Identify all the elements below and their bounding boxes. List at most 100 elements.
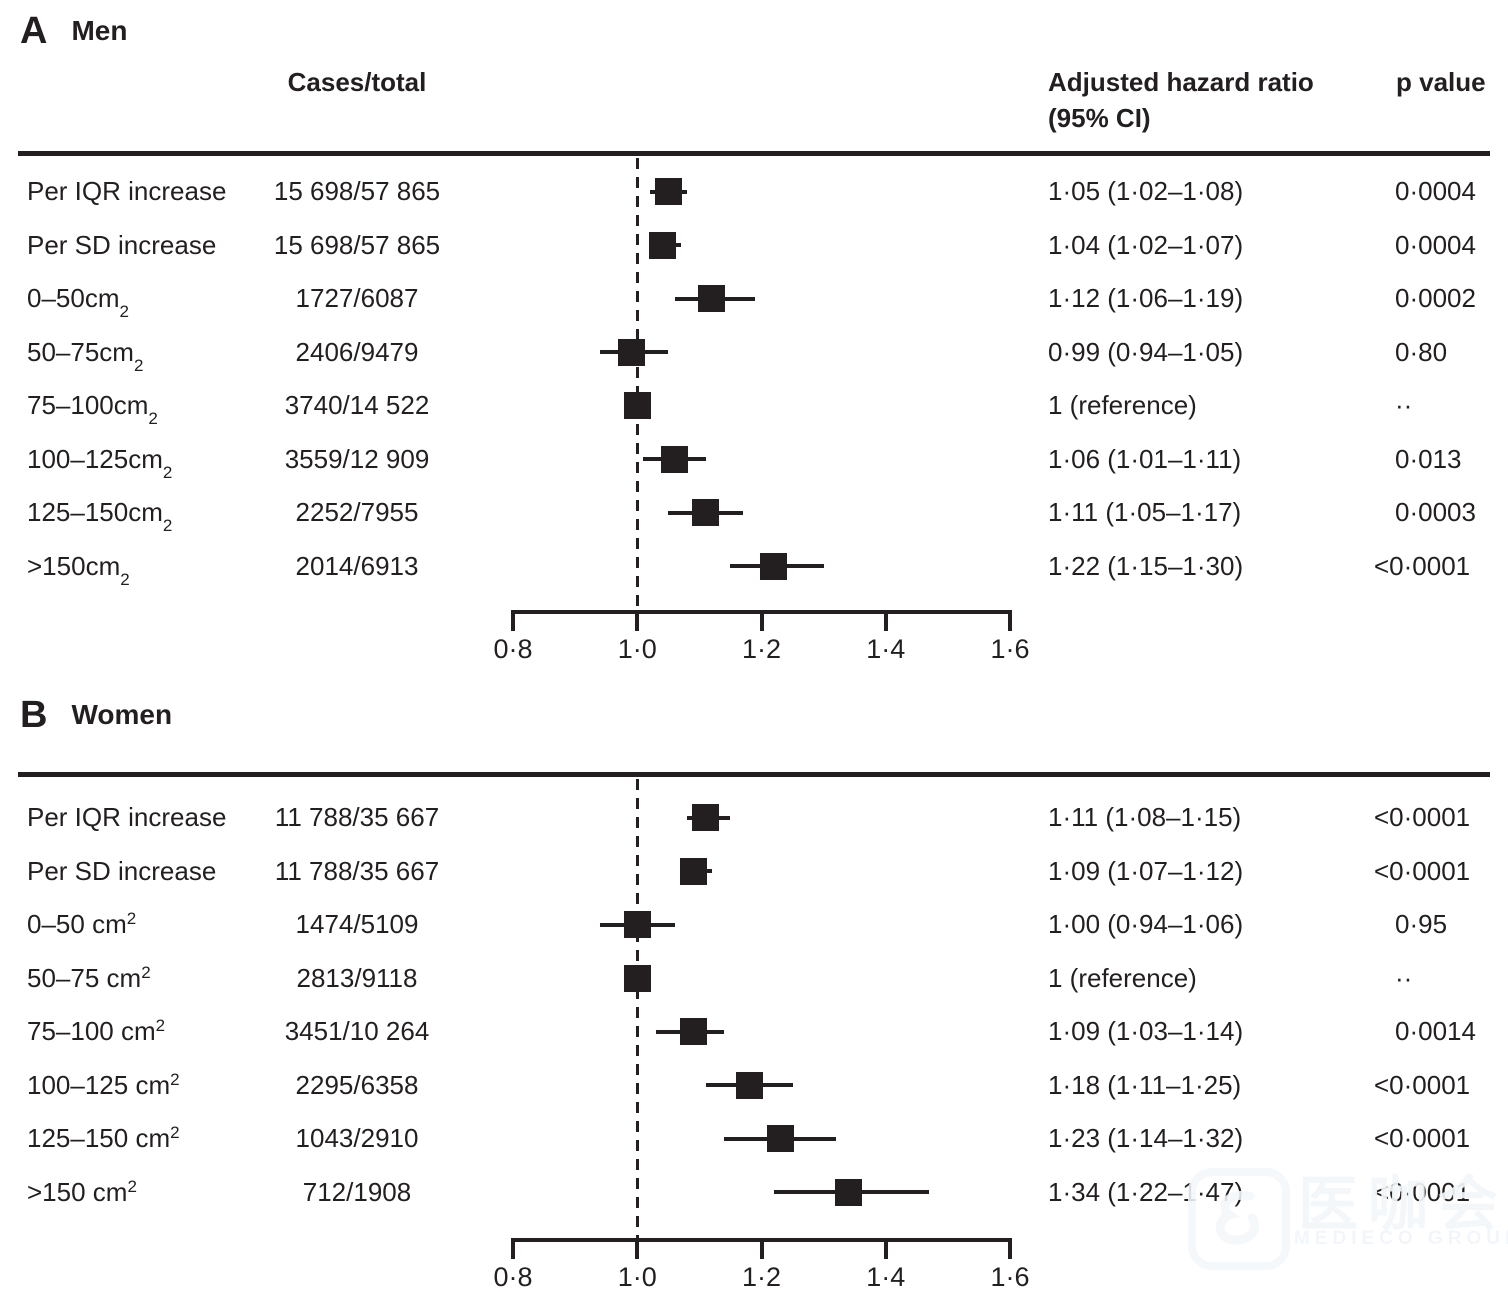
row-cases-total: 11 788/35 667 [274,855,440,886]
row-label: 75–100cm2 [27,390,158,428]
point-estimate-marker [679,1018,707,1046]
row-p-value: <0·0001 [1374,1069,1471,1100]
row-label: Per IQR increase [27,176,227,206]
forest-row: >150 cm2 712/1908 1·34 (1·22–1·47) <0·0001 [0,1166,1508,1220]
point-estimate-marker [654,178,682,206]
axis-tick [1008,1238,1012,1259]
row-label: 50–75cm2 [27,336,144,375]
axis-tick-label: 1·2 [741,1262,782,1292]
row-hazard-ratio: 1·22 (1·15–1·30) [1048,550,1244,581]
row-label: 125–150 cm2 [27,1123,180,1153]
header-rule [18,772,1490,777]
row-cases-total: 2295/6358 [295,1069,419,1100]
panel-men: A Men Cases/total Adjusted hazard ratio (… [0,10,1508,670]
point-estimate-marker [692,499,720,527]
axis-tick-label: 1·0 [617,1262,657,1292]
row-p-value: 0·0014 [1395,1016,1476,1046]
axis-tick-label: 1·2 [741,634,782,664]
row-cases-total: 3559/12 909 [284,443,430,474]
panel-name: Women [71,699,173,730]
row-p-value: 0·0004 [1395,176,1476,206]
forest-row: Per IQR increase 15 698/57 865 1·05 (1·02–… [0,165,1508,219]
row-label: 100–125 cm2 [27,1069,180,1100]
axis-tick [759,610,764,631]
row-label: 125–150cm2 [27,497,173,535]
row-cases-total: 1474/5109 [295,909,419,939]
axis-tick [635,610,640,631]
point-estimate-marker [617,338,645,366]
row-p-value: 0·80 [1395,336,1448,367]
forest-row: 0–50 cm2 1474/5109 1·00 (0·94–1·06) 0·95 [0,898,1508,952]
row-cases-total: 3740/14 522 [284,390,430,420]
row-hazard-ratio: 1·09 (1·07–1·12) [1048,855,1244,886]
axis-tick-label: 1·6 [990,634,1030,664]
row-p-value: 0·0003 [1395,497,1476,527]
axis-tick [883,610,888,631]
point-estimate-marker [692,804,720,832]
axis-tick-label: 1·6 [990,1262,1030,1292]
forest-row: >150cm2 2014/6913 1·22 (1·15–1·30) <0·0001 [0,540,1508,594]
point-estimate-marker [766,1125,794,1153]
axis-tick-label: 1·4 [866,1262,906,1292]
x-axis: 0·8 1·0 1·2 1·4 1·6 [0,610,1508,670]
point-estimate-marker [679,857,707,885]
point-estimate-marker [661,445,689,473]
forest-row: 125–150cm2 2252/7955 1·11 (1·05–1·17) 0·000… [0,486,1508,540]
row-hazard-ratio: 1·09 (1·03–1·14) [1048,1016,1244,1046]
panel-name: Men [71,15,128,46]
axis-tick-label: 0·8 [493,1262,533,1292]
row-hazard-ratio: 1·11 (1·08–1·15) [1048,802,1242,832]
row-label: Per SD increase [27,229,217,260]
point-estimate-marker [735,1071,763,1099]
forest-row: 75–100cm2 3740/14 522 1 (reference) ·· [0,379,1508,433]
row-p-value: 0·0004 [1395,229,1476,260]
row-p-value: <0·0001 [1374,1176,1471,1207]
panel-title-men: A Men [20,10,127,53]
row-label: >150 cm2 [27,1176,137,1207]
row-hazard-ratio: 1·11 (1·05–1·17) [1048,497,1242,527]
axis-tick [511,1238,515,1259]
row-p-value: <0·0001 [1374,550,1471,581]
row-cases-total: 2014/6913 [295,550,419,581]
row-hazard-ratio: 1 (reference) [1048,390,1197,420]
row-cases-total: 3451/10 264 [284,1016,430,1046]
axis-tick [511,610,515,631]
row-p-value: ·· [1395,962,1413,993]
row-cases-total: 11 788/35 667 [274,802,440,832]
header-rule [18,151,1490,156]
axis-tick [759,1238,764,1259]
column-header-hazard-ratio: Adjusted hazard ratio (95% CI) [1048,64,1314,136]
row-hazard-ratio: 1·34 (1·22–1·47) [1048,1176,1244,1207]
row-p-value: ·· [1395,390,1413,420]
column-header-p-value: p value [1396,67,1486,97]
row-cases-total: 2813/9118 [296,962,418,993]
point-estimate-marker [623,392,651,420]
x-axis: 0·8 1·0 1·2 1·4 1·6 [0,1238,1508,1292]
column-header-cases: Cases/total [287,67,427,97]
reference-line [635,779,639,1238]
forest-row: 100–125cm2 3559/12 909 1·06 (1·01–1·11) 0·0… [0,433,1508,487]
forest-row: 0–50cm2 1727/6087 1·12 (1·06–1·19) 0·0002 [0,272,1508,326]
point-estimate-marker [623,911,651,939]
row-p-value: <0·0001 [1374,855,1471,886]
row-hazard-ratio: 1·00 (0·94–1·06) [1048,909,1244,939]
forest-rows: Per IQR increase 15 698/57 865 1·05 (1·02–… [0,165,1508,593]
row-hazard-ratio: 1·23 (1·14–1·32) [1048,1123,1244,1153]
row-p-value: <0·0001 [1374,1123,1471,1153]
row-hazard-ratio: 1·18 (1·11–1·25) [1048,1069,1242,1100]
row-hazard-ratio: 0·99 (0·94–1·05) [1048,336,1244,367]
point-estimate-marker [834,1178,862,1206]
column-header-hazard-ratio-line1: Adjusted hazard ratio [1048,67,1314,97]
row-label: 75–100 cm2 [27,1016,166,1046]
row-hazard-ratio: 1·04 (1·02–1·07) [1048,229,1244,260]
row-cases-total: 15 698/57 865 [273,176,441,206]
forest-rows: Per IQR increase 11 788/35 667 1·11 (1·08–… [0,791,1508,1219]
panel-letter: B [20,694,48,736]
axis-tick-label: 0·8 [493,634,533,664]
row-cases-total: 1727/6087 [295,283,419,313]
forest-row: 50–75 cm2 2813/9118 1 (reference) ·· [0,952,1508,1006]
row-p-value: 0·013 [1395,443,1462,474]
point-estimate-marker [648,231,676,259]
row-label: >150cm2 [27,550,130,589]
